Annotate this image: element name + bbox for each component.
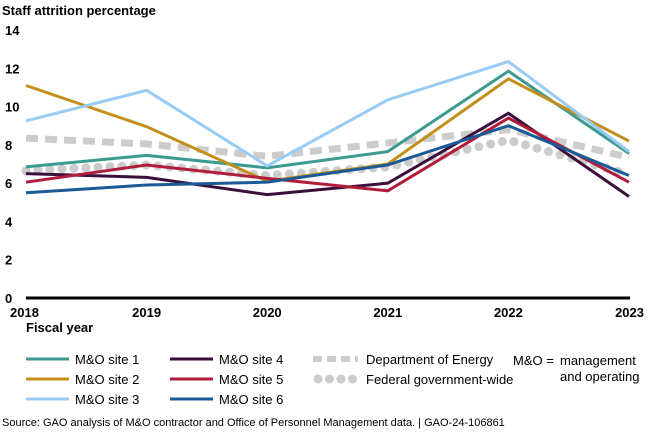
abbrev-def-line1: management — [560, 353, 636, 368]
y-tick-label: 0 — [5, 291, 12, 306]
y-tick-label: 14 — [5, 23, 20, 38]
legend: M&O site 1 M&O site 2 M&O site 3 M&O site 4… — [26, 352, 513, 407]
legend-label: Department of Energy — [366, 352, 494, 367]
series-line-m-o-site-1 — [25, 69, 630, 170]
x-tick-label: 2019 — [132, 305, 161, 320]
series-line-m-o-site-3 — [25, 59, 630, 168]
abbrev-key: M&O = — [513, 353, 554, 368]
y-tick-label: 6 — [5, 176, 12, 191]
legend-label: Federal government-wide — [366, 372, 513, 387]
y-tick-label: 4 — [5, 214, 13, 229]
y-tick-label: 8 — [5, 138, 12, 153]
legend-label: M&O site 6 — [219, 392, 283, 407]
x-tick-label: 2021 — [373, 305, 402, 320]
x-tick-label: 2023 — [615, 305, 644, 320]
x-axis-title: Fiscal year — [26, 320, 93, 335]
source-note: Source: GAO analysis of M&O contractor a… — [2, 417, 505, 429]
legend-label: M&O site 4 — [219, 352, 283, 367]
series-line-m-o-site-2 — [25, 77, 630, 183]
y-axis-title: Staff attrition percentage — [2, 3, 156, 18]
x-tick-label: 2022 — [494, 305, 523, 320]
legend-label: M&O site 2 — [75, 372, 139, 387]
y-tick-label: 12 — [5, 61, 19, 76]
y-tick-label: 2 — [5, 253, 12, 268]
abbrev-def-line2: and operating — [560, 369, 640, 384]
legend-label: M&O site 3 — [75, 392, 139, 407]
legend-label: M&O site 5 — [219, 372, 283, 387]
series-line-m-o-site-6 — [25, 124, 630, 195]
x-tick-label: 2020 — [253, 305, 282, 320]
x-tick-label: 2018 — [10, 305, 39, 320]
legend-label: M&O site 1 — [75, 352, 139, 367]
y-tick-label: 10 — [5, 100, 19, 115]
series-line-m-o-site-5 — [25, 116, 630, 193]
